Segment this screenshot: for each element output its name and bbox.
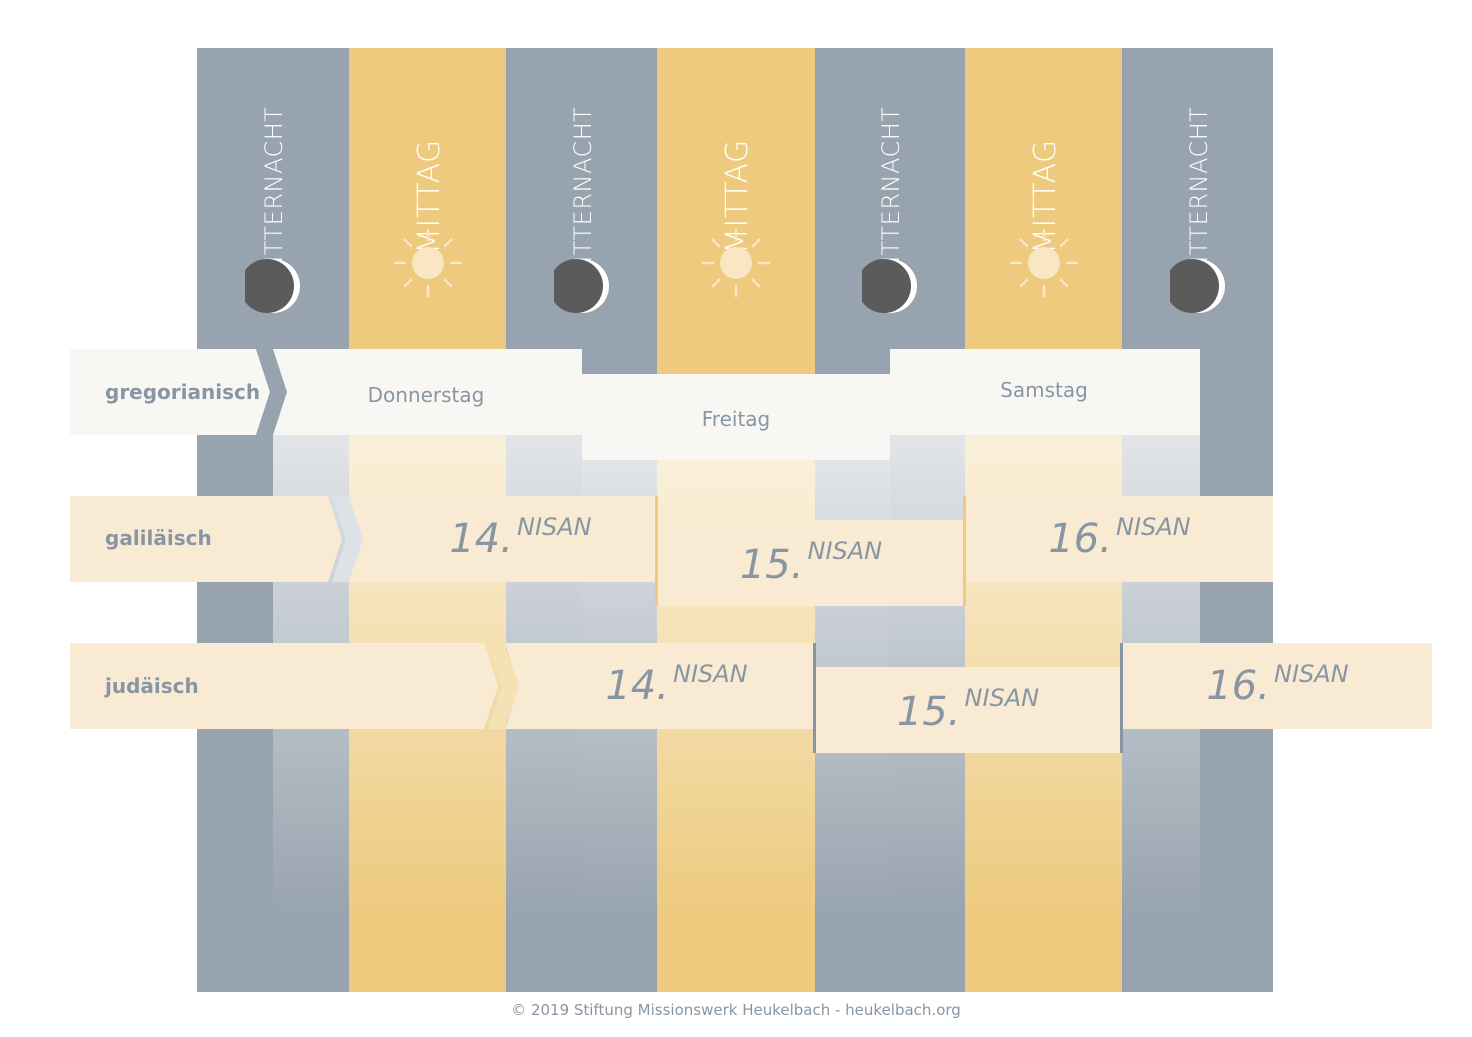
galilean-divider — [963, 496, 966, 606]
month-name: NISAN — [964, 684, 1040, 712]
judean-divider — [1120, 643, 1123, 753]
day-number: 15. — [739, 542, 804, 588]
day-name: Donnerstag — [367, 383, 485, 407]
month-name: NISAN — [516, 513, 592, 541]
day-number: 14. — [449, 516, 513, 562]
sun-icon — [701, 228, 771, 298]
day-number: 16. — [1206, 663, 1270, 709]
month-name: NISAN — [807, 537, 883, 565]
moon-icon — [862, 259, 917, 313]
month-name: NISAN — [1115, 513, 1191, 541]
month-name: NISAN — [1273, 660, 1349, 688]
moon-icon — [245, 259, 300, 313]
copyright-footer: © 2019 Stiftung Missionswerk Heukelbach … — [511, 1001, 961, 1019]
judean-day-start-notch — [505, 643, 521, 729]
judean-day-14-nisan: 14. NISAN — [520, 643, 813, 729]
galilean-divider — [655, 496, 658, 606]
row-label-judean: judäisch — [105, 674, 199, 698]
judean-divider — [813, 643, 816, 753]
galilean-day-15-nisan: 15. NISAN — [658, 520, 964, 606]
gregorian-day-thursday: Donnerstag — [290, 349, 582, 435]
row-label-galilean: galiläisch — [105, 526, 212, 550]
sun-icon — [1009, 228, 1078, 298]
row-label-gregorian: gregorianisch — [105, 380, 261, 404]
day-name: Samstag — [1000, 378, 1088, 402]
moon-icon — [1169, 259, 1225, 313]
gregorian-day-start-notch — [273, 349, 293, 435]
day-number: 16. — [1048, 516, 1112, 562]
judean-day-15-nisan: 15. NISAN — [816, 667, 1120, 753]
moon-icon — [553, 259, 609, 313]
galilean-day-16-nisan: 16. NISAN — [966, 496, 1273, 582]
day-number: 14. — [605, 663, 669, 709]
gregorian-day-friday: Freitag — [582, 374, 890, 460]
day-name: Freitag — [701, 407, 771, 431]
month-name: NISAN — [672, 660, 748, 688]
galilean-day-start-notch — [349, 496, 365, 582]
day-number: 15. — [896, 689, 961, 735]
sun-icon — [393, 228, 462, 298]
galilean-day-14-nisan: 14. NISAN — [364, 496, 657, 582]
judean-day-16-nisan: 16. NISAN — [1123, 643, 1432, 729]
gregorian-day-saturday: Samstag — [890, 349, 1200, 435]
